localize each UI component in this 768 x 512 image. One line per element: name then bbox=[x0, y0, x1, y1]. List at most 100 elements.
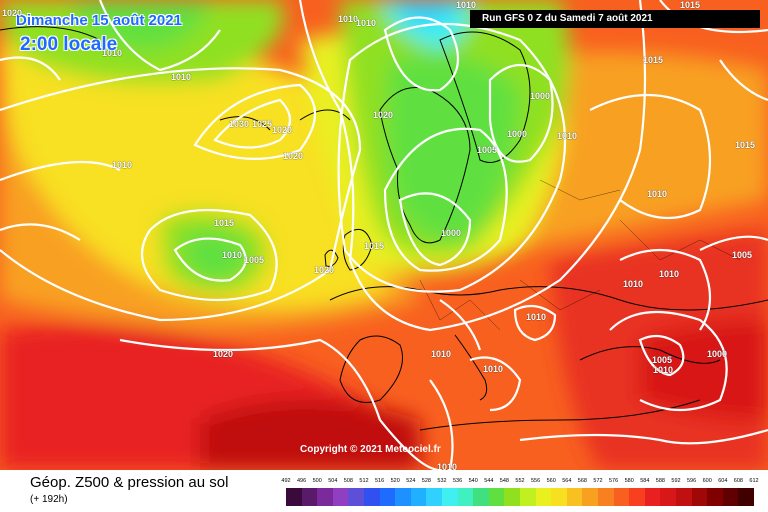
scale-tick-label: 536 bbox=[453, 478, 463, 484]
scale-swatch bbox=[395, 488, 411, 506]
scale-tick-label: 576 bbox=[609, 478, 619, 484]
scale-tick-label: 548 bbox=[499, 478, 509, 484]
scale-tick-label: 604 bbox=[718, 478, 728, 484]
isobar-label: 1015 bbox=[643, 55, 664, 65]
isobar-lines bbox=[0, 0, 768, 470]
isobar-label: 1000 bbox=[507, 129, 528, 139]
scale-tick-label: 520 bbox=[390, 478, 400, 484]
scale-tick-label: 540 bbox=[468, 478, 478, 484]
isobar-label: 1020 bbox=[283, 151, 304, 161]
scale-swatch bbox=[629, 488, 645, 506]
isobar-label: 1010 bbox=[456, 0, 477, 10]
isobar-label: 1030 bbox=[229, 119, 250, 129]
isobar-label: 1010 bbox=[222, 250, 243, 260]
scale-tick-label: 580 bbox=[624, 478, 634, 484]
scale-swatch bbox=[707, 488, 723, 506]
scale-swatch bbox=[551, 488, 567, 506]
isobar-label: 1010 bbox=[647, 189, 668, 199]
scale-tick-label: 560 bbox=[546, 478, 556, 484]
scale-swatch bbox=[691, 488, 708, 506]
scale-tick-label: 496 bbox=[297, 478, 307, 484]
isobar-label: 1010 bbox=[623, 279, 644, 289]
geopotential-field bbox=[0, 0, 768, 470]
copyright-text: Copyright © 2021 Meteociel.fr bbox=[300, 444, 441, 455]
scale-tick-label: 608 bbox=[733, 478, 743, 484]
scale-tick-label: 588 bbox=[655, 478, 665, 484]
isobar-label: 1005 bbox=[244, 255, 265, 265]
scale-tick-label: 552 bbox=[515, 478, 525, 484]
scale-swatch bbox=[473, 488, 489, 506]
isobar-label: 1010 bbox=[338, 14, 359, 24]
isobar-label: 1010 bbox=[659, 269, 680, 279]
scale-swatch bbox=[317, 488, 333, 506]
scale-swatch bbox=[722, 488, 739, 506]
scale-tick-label: 544 bbox=[484, 478, 494, 484]
isobar-label: 1020 bbox=[272, 125, 293, 135]
scale-tick-label: 568 bbox=[577, 478, 587, 484]
scale-tick-label: 572 bbox=[593, 478, 603, 484]
scale-swatch bbox=[676, 488, 692, 506]
isobar-label: 1010 bbox=[102, 48, 123, 58]
scale-swatch bbox=[332, 488, 349, 506]
isobar-label: 1015 bbox=[364, 241, 385, 251]
legend-subtitle: (+ 192h) bbox=[30, 494, 68, 505]
isobar-label: 1010 bbox=[437, 462, 458, 470]
scale-swatch bbox=[301, 488, 318, 506]
isobar-label: 1005 bbox=[652, 355, 673, 365]
scale-swatch bbox=[535, 488, 552, 506]
scale-tick-label: 500 bbox=[312, 478, 322, 484]
forecast-date: Dimanche 15 août 2021 bbox=[16, 12, 182, 29]
isobar-label: 1010 bbox=[431, 349, 452, 359]
scale-swatch bbox=[426, 488, 442, 506]
scale-tick-label: 504 bbox=[328, 478, 338, 484]
isobar-label: 1010 bbox=[526, 312, 547, 322]
scale-tick-label: 528 bbox=[421, 478, 431, 484]
isobar-label: 1025 bbox=[252, 119, 273, 129]
legend-title: Géop. Z500 & pression au sol bbox=[30, 474, 229, 491]
scale-tick-label: 596 bbox=[687, 478, 697, 484]
scale-swatch bbox=[457, 488, 474, 506]
isobar-label: 1010 bbox=[112, 160, 133, 170]
isobar-label: 1010 bbox=[356, 18, 377, 28]
scale-swatch bbox=[442, 488, 458, 506]
scale-swatch bbox=[488, 488, 505, 506]
isobar-label: 1010 bbox=[557, 131, 578, 141]
isobar-label: 1010 bbox=[171, 72, 192, 82]
color-scale: 492 496 500 504 508 512 516 520 524 528 532 536 540 5… bbox=[281, 478, 759, 512]
legend-panel: Géop. Z500 & pression au sol (+ 192h) 49… bbox=[0, 470, 768, 512]
isobar-label: 1010 bbox=[483, 364, 504, 374]
isobar-label: 1000 bbox=[441, 228, 462, 238]
scale-swatch bbox=[566, 488, 583, 506]
isobar-label: 1015 bbox=[735, 140, 756, 150]
scale-tick-label: 592 bbox=[671, 478, 681, 484]
isobar-label: 1020 bbox=[213, 349, 234, 359]
scale-swatch bbox=[520, 488, 536, 506]
isobar-label: 1000 bbox=[707, 349, 728, 359]
run-info-banner: Run GFS 0 Z du Samedi 7 août 2021 bbox=[470, 10, 760, 28]
scale-tick-label: 524 bbox=[406, 478, 416, 484]
isobar-label: 1020 bbox=[314, 265, 335, 275]
scale-swatch bbox=[644, 488, 661, 506]
isobar-label: 1015 bbox=[680, 0, 701, 10]
scale-swatch bbox=[504, 488, 520, 506]
scale-swatch bbox=[660, 488, 676, 506]
weather-map: Dimanche 15 août 2021 2:00 locale Run GF… bbox=[0, 0, 768, 470]
scale-tick-label: 512 bbox=[359, 478, 369, 484]
scale-swatch bbox=[286, 488, 302, 506]
forecast-time: 2:00 locale bbox=[20, 34, 118, 55]
scale-swatch bbox=[738, 488, 754, 506]
isobar-label: 1020 bbox=[373, 110, 394, 120]
scale-tick-label: 600 bbox=[702, 478, 712, 484]
scale-tick-label: 564 bbox=[562, 478, 572, 484]
scale-tick-label: 612 bbox=[749, 478, 759, 484]
scale-tick-label: 492 bbox=[281, 478, 291, 484]
isobar-label: 1010 bbox=[653, 365, 674, 375]
scale-swatch bbox=[364, 488, 380, 506]
scale-swatch bbox=[348, 488, 364, 506]
isobar-label: 1020 bbox=[2, 8, 23, 18]
scale-tick-label: 556 bbox=[531, 478, 541, 484]
scale-swatch bbox=[410, 488, 427, 506]
scale-swatch bbox=[598, 488, 614, 506]
scale-swatch bbox=[582, 488, 598, 506]
isobar-label: 1000 bbox=[530, 91, 551, 101]
